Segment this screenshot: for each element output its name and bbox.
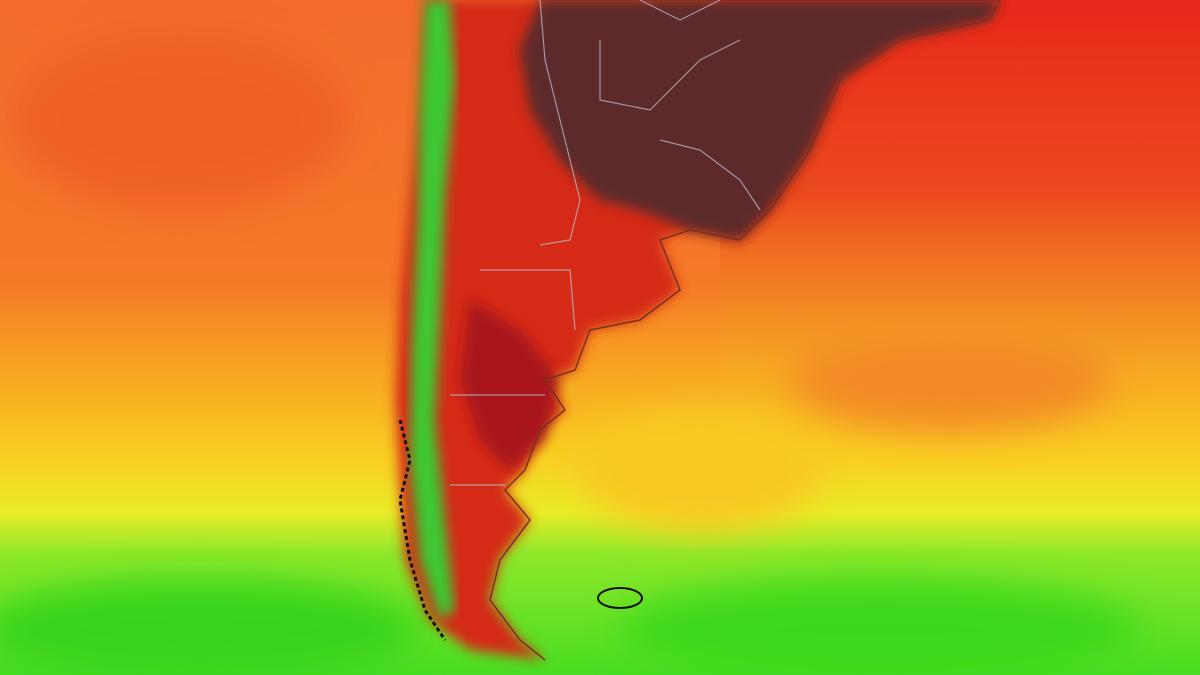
land	[395, 0, 1000, 660]
falkland-islands	[597, 587, 643, 609]
andes	[410, 0, 455, 620]
patches	[0, 30, 1140, 675]
coastline	[489, 0, 1001, 661]
hot-south	[460, 300, 560, 470]
borders	[450, 0, 761, 486]
hot-core	[520, 0, 1000, 240]
fjords	[398, 419, 447, 641]
